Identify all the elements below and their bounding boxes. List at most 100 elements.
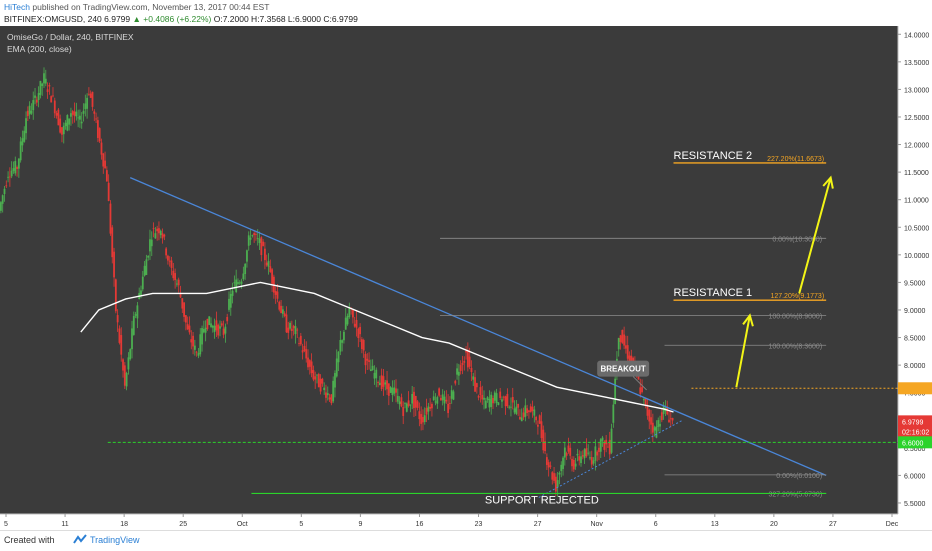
candle-body: [226, 317, 229, 322]
candle-body: [93, 111, 96, 114]
y-tick-label: 9.0000: [904, 308, 926, 315]
fib-level-label: 0.00%(6.0100): [776, 473, 822, 480]
candle-body: [240, 281, 243, 284]
price-tag-label: 6.6000: [902, 440, 924, 447]
candle-body: [177, 279, 180, 286]
candle-body: [528, 410, 530, 413]
candle-body: [391, 387, 394, 396]
candle-body: [578, 456, 581, 461]
candle-body: [68, 118, 71, 125]
candle-body: [395, 388, 397, 393]
candle-body: [208, 316, 211, 325]
candle-body: [271, 269, 273, 284]
candle-body: [301, 350, 304, 353]
plot-background: [0, 26, 898, 514]
candle-body: [41, 83, 44, 87]
candle-body: [71, 111, 74, 115]
candle-body: [619, 335, 622, 342]
candle-body: [553, 473, 555, 481]
candle-body: [387, 383, 390, 396]
candle-body: [170, 260, 173, 268]
candle-body: [420, 414, 423, 424]
candle-body: [294, 326, 297, 335]
x-tick-label: 27: [829, 521, 837, 528]
candle-body: [172, 270, 175, 279]
candle-body: [337, 351, 340, 363]
candle-body: [132, 315, 135, 335]
target-arrow-1: [735, 315, 751, 388]
chart-title: OmiseGo / Dollar, 240, BITFINEX: [7, 32, 134, 42]
candle-body: [465, 350, 467, 353]
candle-body: [648, 409, 651, 422]
candle-body: [330, 394, 333, 404]
y-tick-label: 13.5000: [904, 60, 929, 67]
candle-body: [195, 351, 198, 353]
chart-header: HiTech published on TradingView.com, Nov…: [0, 0, 932, 26]
candle-body: [77, 117, 80, 119]
candle-body: [660, 412, 663, 421]
candle-body: [181, 298, 184, 309]
candle-body: [574, 463, 577, 467]
candle-body: [565, 452, 568, 456]
fib-level-label: 0.00%(10.3000): [772, 236, 822, 243]
candle-body: [174, 273, 177, 281]
candle-body: [16, 167, 18, 169]
x-tick-label: 16: [416, 521, 424, 528]
candle-body: [35, 99, 38, 103]
fib-level-label: 100.00%(8.3600): [768, 343, 822, 350]
candle-body: [141, 276, 144, 290]
candle-body: [440, 397, 442, 401]
candle-body: [587, 452, 590, 454]
candle-body: [285, 314, 288, 333]
candle-body: [492, 398, 494, 404]
candle-body: [303, 345, 306, 351]
tradingview-brand[interactable]: TradingView: [90, 535, 140, 545]
candle-body: [249, 237, 252, 240]
author-link[interactable]: HiTech: [4, 2, 30, 12]
candle-body: [3, 188, 6, 195]
candle-body: [39, 80, 42, 95]
price-tag-label: 6.9799: [902, 419, 924, 426]
candle-body: [614, 378, 617, 405]
candle-body: [377, 382, 379, 383]
candle-body: [571, 458, 573, 467]
y-tick-label: 14.0000: [904, 32, 929, 39]
candle-body: [551, 472, 554, 480]
candle-body: [237, 282, 239, 284]
chart-area[interactable]: 14.0000 13.5000 13.0000 12.5000 12.0000 11.50…: [0, 26, 932, 530]
candle-body: [596, 451, 599, 456]
resistance-label: RESISTANCE 2: [674, 150, 753, 162]
y-tick-label: 13.0000: [904, 87, 929, 94]
candle-body: [147, 255, 150, 258]
candle-body: [199, 334, 202, 355]
candle-body: [292, 325, 295, 329]
candle-body: [339, 339, 342, 352]
candle-body: [265, 262, 268, 266]
candle-body: [549, 465, 552, 467]
candle-body: [499, 391, 502, 398]
candle-body: [414, 395, 417, 408]
candle-body: [53, 100, 56, 114]
change-info: ▲ +0.4086 (+6.22%): [132, 14, 212, 24]
candle-body: [599, 439, 602, 452]
candle-body: [79, 115, 81, 120]
candle-body: [328, 397, 331, 400]
candle-body: [127, 357, 130, 370]
y-tick-label: 10.0000: [904, 253, 929, 260]
candle-body: [495, 393, 498, 403]
candle-body: [364, 353, 367, 366]
candle-body: [105, 170, 108, 182]
candle-body: [247, 235, 250, 246]
candle-body: [517, 403, 520, 408]
candle-body: [393, 387, 396, 394]
price-chart[interactable]: 14.0000 13.5000 13.0000 12.5000 12.0000 11.50…: [0, 26, 932, 530]
candle-body: [52, 95, 54, 97]
candle-body: [64, 122, 67, 127]
candle-body: [580, 456, 582, 464]
candle-body: [192, 335, 194, 347]
candle-body: [193, 345, 196, 350]
price-tag: [898, 436, 932, 449]
candle-body: [556, 480, 559, 488]
candle-body: [258, 238, 261, 244]
candle-body: [267, 261, 270, 267]
